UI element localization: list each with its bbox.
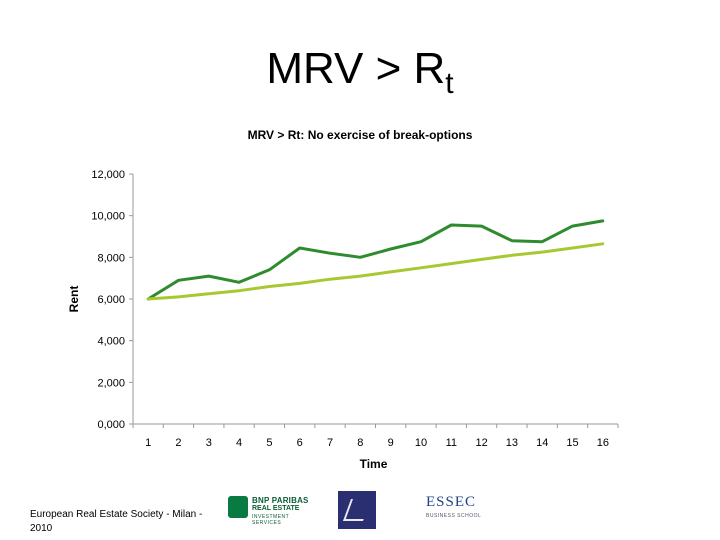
x-tick-label: 5 (266, 437, 272, 449)
slide-title-main: MRV > R (266, 44, 446, 93)
essec-logo-name: ESSEC (426, 494, 477, 510)
x-tick-label: 8 (357, 437, 363, 449)
footer-text: European Real Estate Society - Milan - 2… (30, 509, 203, 534)
y-tick-label: 12,000 (91, 169, 125, 181)
x-tick-label: 11 (446, 437, 457, 449)
x-tick-label: 16 (597, 437, 609, 449)
essec-logo-sub: BUSINESS SCHOOL (426, 513, 482, 519)
bnp-logo-line2: REAL ESTATE (252, 505, 300, 512)
bnp-logo-line3: INVESTMENT SERVICES (252, 514, 290, 526)
y-tick-label: 4,000 (97, 336, 125, 348)
bnp-star-icon (228, 496, 248, 518)
x-tick-label: 9 (388, 437, 394, 449)
x-tick-label: 3 (206, 437, 212, 449)
slide-title: MRV > Rt (0, 44, 720, 101)
series-line-2 (146, 242, 605, 301)
y-tick-label: 2,000 (97, 377, 125, 389)
y-axis-label: Rent (67, 286, 81, 313)
x-axis-label: Time (360, 457, 388, 471)
x-tick-label: 7 (327, 437, 333, 449)
essec-logo: ESSEC BUSINESS SCHOOL (426, 494, 486, 526)
bnp-paribas-logo: BNP PARIBAS REAL ESTATE INVESTMENT SERVI… (228, 494, 318, 526)
x-tick-label: 1 (145, 437, 151, 449)
y-tick-label: 0,000 (97, 419, 125, 431)
eres-logo (338, 491, 376, 529)
y-tick-label: 6,000 (97, 294, 125, 306)
series-line-1 (146, 219, 605, 301)
eres-swoosh-icon (342, 499, 372, 521)
x-tick-label: 4 (236, 437, 242, 449)
x-tick-label: 6 (297, 437, 303, 449)
x-tick-label: 2 (175, 437, 181, 449)
y-tick-label: 10,000 (91, 211, 125, 223)
bnp-logo-line1: BNP PARIBAS (252, 496, 309, 505)
x-tick-label: 10 (415, 437, 427, 449)
slide-title-subscript: t (445, 67, 454, 100)
x-tick-label: 14 (536, 437, 548, 449)
x-tick-label: 15 (566, 437, 578, 449)
x-tick-label: 12 (475, 437, 487, 449)
y-tick-label: 8,000 (97, 252, 125, 264)
chart-title: MRV > Rt: No exercise of break-options (247, 128, 473, 142)
x-tick-label: 13 (506, 437, 518, 449)
